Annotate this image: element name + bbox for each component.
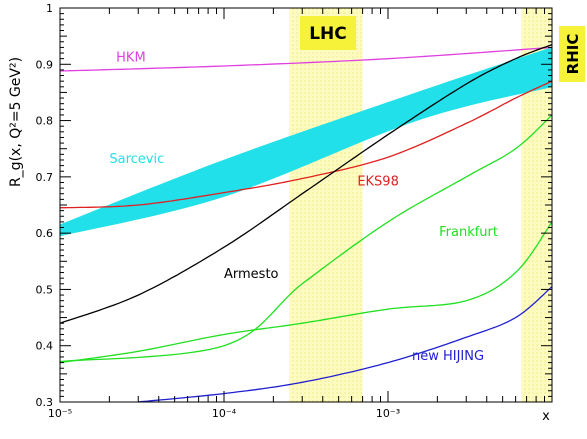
curve-label-frankfurt: Frankfurt [439, 225, 498, 240]
series-line-hkm [59, 46, 553, 72]
x-tick-label: 10⁻³ [376, 407, 400, 420]
y-tick-label: 0.8 [36, 115, 54, 128]
curve-label-armesto: Armesto [224, 267, 279, 282]
curve-labels: HKM Sarcevic EKS98 Armesto Frankfurt new HIJI… [109, 50, 498, 363]
curve-label-eks98: EKS98 [357, 174, 399, 189]
series-line-armesto [59, 43, 553, 324]
region-labels: LHC RHIC [300, 16, 585, 82]
x-axis-label: x [542, 409, 550, 424]
x-tick-label: 10⁻⁵ [48, 407, 72, 420]
y-tick-label: 0.4 [36, 340, 54, 353]
x-tick-label: 10⁻⁴ [212, 407, 237, 420]
y-tick-label: 0.9 [36, 58, 54, 71]
region-lhc-texture [289, 8, 363, 402]
curves [59, 43, 553, 403]
y-tick-label: 0.3 [36, 396, 54, 409]
region-badge-rhic [559, 26, 585, 82]
series-line-curve-4 [59, 114, 553, 363]
series-line-eks98 [59, 80, 553, 209]
region-label-lhc: LHC [309, 24, 347, 44]
curve-label-new-hijing: new HIJING [412, 349, 484, 364]
region-label-rhic: RHIC [564, 34, 582, 75]
y-tick-label: 1 [46, 2, 53, 15]
y-tick-label: 0.7 [36, 171, 54, 184]
curve-label-hkm: HKM [116, 50, 146, 65]
region-badge-lhc [300, 16, 356, 50]
tick-labels: 10⁻⁵ 10⁻⁴ 10⁻³ 0.3 0.4 0.5 0.6 0.7 0.8 0.9 1 [36, 2, 401, 420]
axis-ticks [59, 7, 553, 403]
series-line-frankfurt [59, 221, 553, 364]
y-tick-label: 0.5 [36, 283, 54, 296]
curve-label-sarcevic: Sarcevic [109, 152, 164, 167]
y-tick-label: 0.6 [36, 227, 54, 240]
y-axis-label: R_g(x, Q²=5 GeV²) [8, 57, 24, 187]
